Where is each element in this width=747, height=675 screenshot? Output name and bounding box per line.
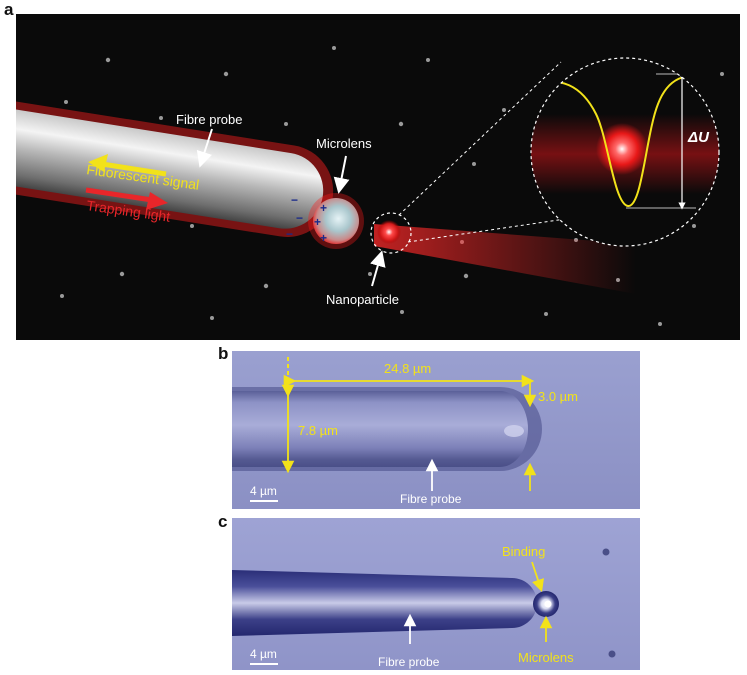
- microlens-label: Microlens: [316, 136, 372, 151]
- microlens-sphere: [313, 198, 359, 244]
- fibre-probe-image-b: [232, 391, 528, 467]
- fibre-probe-label-b: Fibre probe: [400, 492, 462, 506]
- trapping-beam: [374, 224, 636, 294]
- fluorescent-signal-arrow: [88, 154, 167, 177]
- zoom-line-top: [398, 61, 562, 216]
- svg-text:−: −: [296, 211, 303, 225]
- schematic-panel-a: Fluorescent signal Trapping light − − − …: [16, 14, 740, 340]
- zoom-line-bottom: [407, 217, 573, 243]
- nanoparticle: [377, 220, 401, 244]
- scale-bar-label-c: 4 µm: [250, 647, 277, 661]
- scale-bar-label-b: 4 µm: [250, 484, 277, 498]
- trapping-light-arrow: [85, 187, 168, 210]
- fibre-probe-image-c: [232, 570, 537, 636]
- delta-u-label: ΔU: [687, 129, 710, 146]
- trapped-particle-inset: [596, 123, 648, 175]
- fibre-probe-label: Fibre probe: [176, 112, 242, 127]
- panel-letter-b: b: [218, 344, 229, 363]
- tip-diameter-label: 3.0 µm: [538, 389, 578, 404]
- microlens-label-c: Microlens: [518, 650, 574, 665]
- nanoparticle-arrow: [370, 250, 386, 287]
- nanoparticle-highlight-circle: [370, 212, 412, 254]
- panel-letter-a: a: [4, 0, 14, 19]
- diameter-label: 7.8 µm: [298, 423, 338, 438]
- svg-text:−: −: [291, 193, 298, 207]
- fibre-probe-arrow: [196, 128, 213, 168]
- microlens-arrow: [333, 155, 350, 194]
- panel-letter-c: c: [218, 512, 228, 531]
- svg-text:+: +: [320, 201, 327, 215]
- binding-label: Binding: [502, 544, 545, 559]
- potential-well-curve: [531, 73, 717, 207]
- surface-charges: − − − + + +: [286, 193, 327, 245]
- particle-dot: [602, 548, 610, 556]
- svg-text:+: +: [314, 215, 321, 229]
- potential-inset: ΔU: [530, 57, 720, 247]
- binding-arrow: [531, 561, 544, 592]
- fibre-probe-label-c: Fibre probe: [378, 655, 440, 669]
- micrograph-panel-c: Binding Microlens Fibre probe 4 µm: [232, 518, 640, 670]
- fibre-probe: [16, 100, 334, 237]
- nanoparticle-label: Nanoparticle: [326, 292, 399, 307]
- micrograph-panel-b: 24.8 µm 3.0 µm 7.8 µm Fibre probe 4 µm: [232, 351, 640, 509]
- length-label: 24.8 µm: [384, 361, 431, 376]
- svg-text:+: +: [320, 231, 327, 245]
- particle-dot: [608, 650, 616, 658]
- svg-text:−: −: [286, 227, 293, 241]
